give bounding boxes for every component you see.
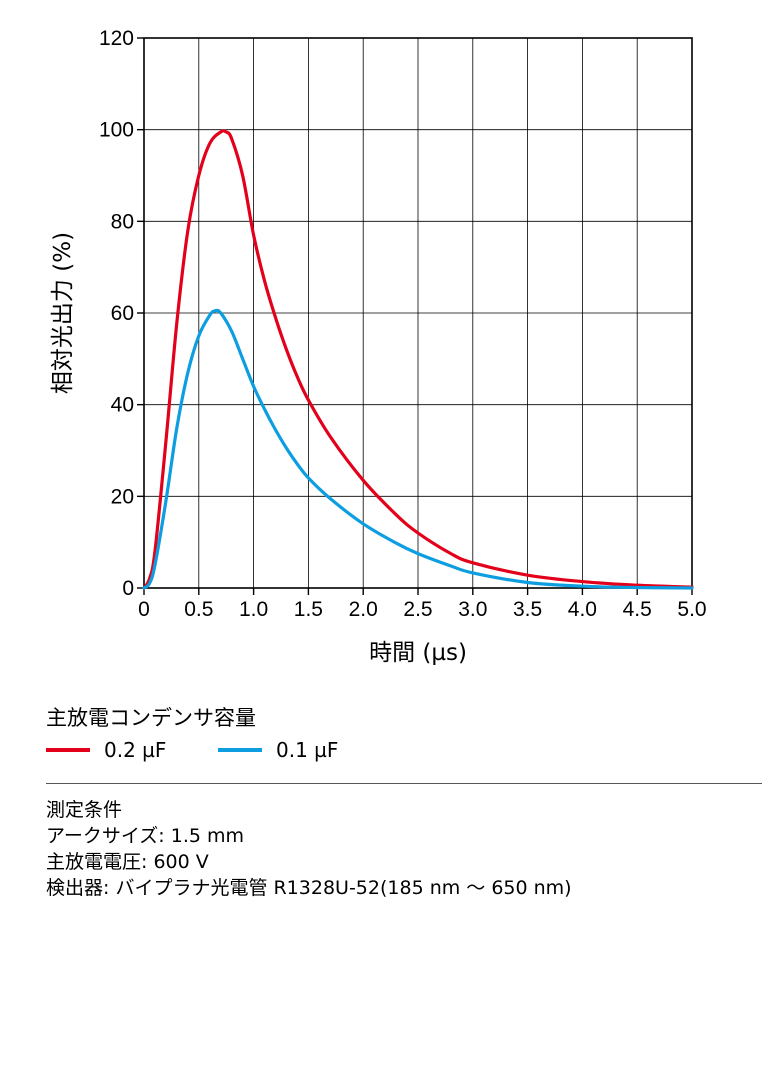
x-tick-label: 4.0: [568, 598, 597, 621]
y-axis-title: 相対光出力 (%): [50, 232, 76, 394]
legend-swatch-blue: [218, 748, 262, 752]
conditions-heading: 測定条件: [46, 799, 123, 821]
plot-frame: [143, 37, 693, 589]
x-tick-label: 2.0: [349, 598, 378, 621]
x-tick-label: 0: [138, 598, 150, 621]
y-tick-label: 100: [99, 119, 134, 142]
legend-title: 主放電コンデンサ容量: [46, 706, 256, 730]
condition-arc-size: アークサイズ: 1.5 mm: [46, 825, 245, 847]
divider: [46, 783, 762, 784]
x-tick-label: 3.0: [458, 598, 487, 621]
x-axis-title: 時間 (µs): [369, 640, 467, 666]
grid-lines: [137, 37, 693, 595]
y-tick-label: 0: [122, 577, 134, 600]
legend-item-0-1uf: 0.1 µF: [218, 738, 338, 762]
x-tick-label: 4.5: [623, 598, 652, 621]
measurement-conditions: 測定条件 アークサイズ: 1.5 mm 主放電電圧: 600 V 検出器: バイ…: [46, 797, 572, 901]
y-tick-label: 60: [111, 302, 134, 325]
legend-label: 0.1 µF: [276, 738, 339, 762]
y-tick-label: 20: [111, 485, 134, 508]
x-tick-label: 0.5: [184, 598, 213, 621]
legend-swatch-red: [46, 748, 90, 752]
condition-detector: 検出器: バイプラナ光電管 R1328U-52(185 nm 〜 650 nm): [46, 877, 572, 899]
series-line-0-2uf: [142, 129, 694, 590]
legend-item-0-2uf: 0.2 µF: [46, 738, 166, 762]
x-tick-labels: 0 0.5 1.0 1.5 2.0 2.5 3.0 3.5 4.0 4.5 5.0: [138, 598, 706, 621]
legend-label: 0.2 µF: [104, 738, 167, 762]
y-tick-labels: 0 20 40 60 80 100 120: [99, 27, 134, 600]
x-tick-label: 1.5: [294, 598, 323, 621]
x-tick-label: 1.0: [239, 598, 268, 621]
x-tick-label: 3.5: [513, 598, 542, 621]
series-line-0-1uf: [142, 308, 694, 590]
y-tick-label: 80: [111, 210, 134, 233]
series-layer: [142, 129, 694, 590]
x-tick-label: 2.5: [403, 598, 432, 621]
condition-voltage: 主放電電圧: 600 V: [46, 851, 209, 873]
y-tick-label: 120: [99, 27, 134, 50]
chart: 0 0.5 1.0 1.5 2.0 2.5 3.0 3.5 4.0 4.5 5.0 0 20 40 60 8…: [50, 27, 707, 666]
x-tick-label: 5.0: [677, 598, 706, 621]
y-tick-label: 40: [111, 394, 134, 417]
